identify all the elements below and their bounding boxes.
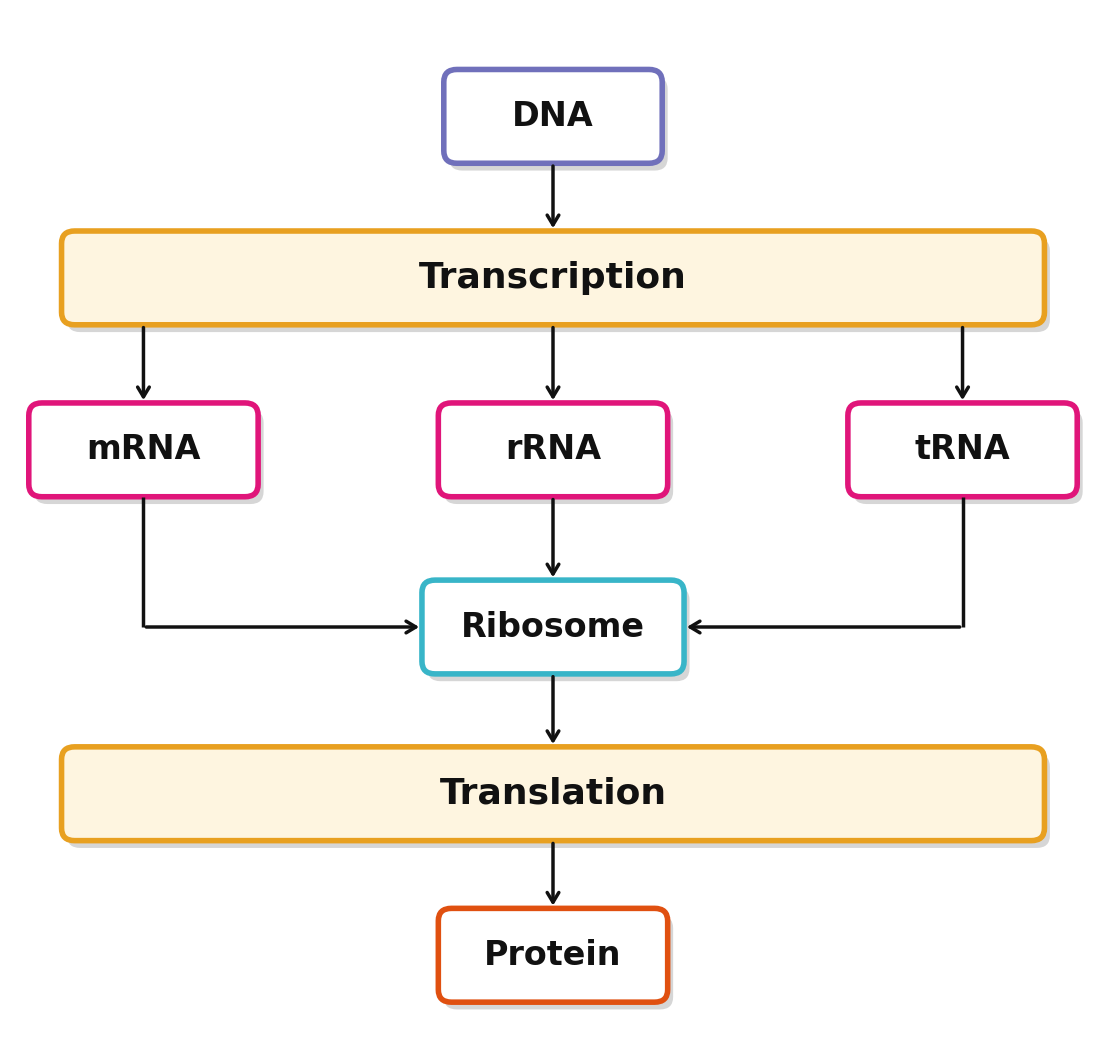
Text: DNA: DNA	[512, 100, 594, 133]
FancyBboxPatch shape	[848, 403, 1077, 496]
FancyBboxPatch shape	[67, 239, 1050, 332]
FancyBboxPatch shape	[444, 410, 674, 504]
FancyBboxPatch shape	[62, 231, 1044, 325]
FancyBboxPatch shape	[427, 587, 689, 681]
Text: rRNA: rRNA	[505, 433, 601, 467]
FancyBboxPatch shape	[444, 916, 674, 1010]
FancyBboxPatch shape	[438, 403, 668, 496]
Text: Ribosome: Ribosome	[461, 610, 645, 643]
Text: Translation: Translation	[439, 777, 667, 811]
FancyBboxPatch shape	[449, 77, 668, 171]
Text: Protein: Protein	[484, 939, 622, 972]
Text: tRNA: tRNA	[915, 433, 1011, 467]
FancyBboxPatch shape	[422, 580, 684, 674]
FancyBboxPatch shape	[854, 410, 1083, 504]
FancyBboxPatch shape	[62, 747, 1044, 841]
Text: mRNA: mRNA	[86, 433, 200, 467]
FancyBboxPatch shape	[438, 908, 668, 1002]
FancyBboxPatch shape	[29, 403, 258, 496]
FancyBboxPatch shape	[444, 70, 662, 164]
Text: Transcription: Transcription	[419, 261, 687, 295]
FancyBboxPatch shape	[67, 754, 1050, 848]
FancyBboxPatch shape	[34, 410, 263, 504]
